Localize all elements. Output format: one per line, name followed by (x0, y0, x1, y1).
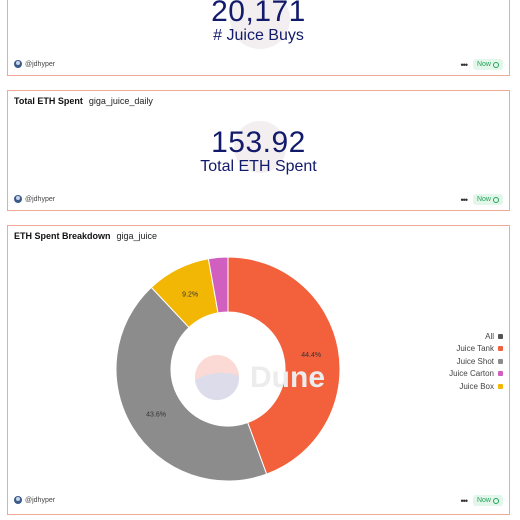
status-badge: Now (472, 495, 503, 506)
total-eth-card: Total ETH Spent giga_juice_daily 153.92 T… (7, 90, 510, 211)
author-link[interactable]: @jdhyper (14, 195, 55, 203)
more-options-icon[interactable]: ••• (460, 194, 469, 205)
card-footer: @jdhyper ••• Now (14, 59, 503, 71)
dune-logo-lower (195, 372, 240, 401)
counter-background (234, 121, 286, 173)
status-text: Now (476, 497, 491, 504)
status-text: Now (476, 61, 491, 68)
check-icon (493, 497, 499, 504)
legend-item-juice-box[interactable]: Juice Box (449, 380, 503, 393)
pie-slice-juice-shot[interactable] (115, 286, 268, 482)
card-title-text[interactable]: Total ETH Spent (14, 96, 83, 106)
avatar-icon (14, 496, 22, 504)
check-icon (493, 196, 499, 203)
card-footer: @jdhyper ••• Now (14, 194, 503, 206)
counter-label: # Juice Buys (213, 27, 304, 44)
donut-chart: Dune 44.4% 43.6% 9.2% (115, 256, 341, 482)
legend-item-juice-carton[interactable]: Juice Carton (449, 368, 503, 381)
slice-data-label: 9.2% (182, 291, 198, 298)
legend-swatch (498, 358, 503, 364)
author-link[interactable]: @jdhyper (14, 496, 55, 504)
avatar-icon (14, 60, 22, 68)
query-name[interactable]: giga_juice_daily (88, 96, 153, 106)
card-title: Total ETH Spent giga_juice_daily (14, 96, 153, 106)
counter-background (230, 0, 290, 49)
more-options-icon[interactable]: ••• (460, 59, 469, 70)
slice-data-label: 43.6% (146, 411, 166, 418)
author-name: @jdhyper (25, 60, 56, 68)
pie-slice-juice-carton[interactable] (207, 256, 229, 314)
legend-label: Juice Box (459, 381, 494, 391)
status-text: Now (476, 196, 491, 203)
dune-watermark: Dune (195, 355, 325, 401)
legend-label: Juice Shot (456, 356, 494, 366)
legend-swatch (498, 346, 503, 352)
status-badge: Now (472, 194, 503, 205)
card-title: ETH Spent Breakdown giga_juice (14, 231, 157, 241)
legend-item-juice-shot[interactable]: Juice Shot (449, 355, 503, 368)
legend-item-juice-tank[interactable]: Juice Tank (449, 343, 503, 356)
legend-swatch (498, 333, 503, 339)
legend-label: All (485, 331, 494, 341)
status-badge: Now (472, 59, 503, 70)
more-options-icon[interactable]: ••• (460, 495, 469, 506)
author-name: @jdhyper (25, 496, 56, 504)
card-footer: @jdhyper ••• Now (14, 495, 503, 507)
card-title-text[interactable]: ETH Spent Breakdown (14, 231, 111, 241)
juice-buys-card: 20,171 # Juice Buys @jdhyper ••• Now (7, 0, 510, 76)
legend-label: Juice Carton (449, 369, 494, 379)
legend-swatch (498, 383, 503, 389)
counter-value: 153.92 (211, 126, 306, 159)
counter-label: Total ETH Spent (200, 158, 317, 175)
avatar-icon (14, 195, 22, 203)
legend-swatch (498, 371, 503, 377)
watermark-text: Dune (250, 361, 325, 394)
legend-item-all[interactable]: All (449, 330, 503, 343)
query-name[interactable]: giga_juice (116, 231, 158, 241)
legend-label: Juice Tank (456, 344, 494, 354)
check-icon (493, 61, 499, 68)
slice-data-label: 44.4% (301, 352, 321, 359)
counter-value: 20,171 (211, 0, 306, 28)
juice-buys-counter: 20,171 # Juice Buys (8, 0, 509, 45)
author-name: @jdhyper (25, 195, 56, 203)
pie-slice-juice-tank[interactable] (227, 256, 341, 475)
total-eth-counter: 153.92 Total ETH Spent (8, 128, 509, 176)
author-link[interactable]: @jdhyper (14, 60, 55, 68)
chart-legend: All Juice Tank Juice Shot Juice Carton Juice… (449, 330, 503, 393)
eth-breakdown-card: ETH Spent Breakdown giga_juice Dune 44.4%… (7, 225, 510, 515)
